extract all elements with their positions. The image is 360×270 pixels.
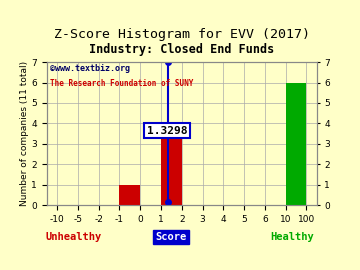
Text: Z-Score Histogram for EVV (2017): Z-Score Histogram for EVV (2017) <box>54 28 310 41</box>
Text: Healthy: Healthy <box>271 232 314 242</box>
Y-axis label: Number of companies (11 total): Number of companies (11 total) <box>19 61 28 206</box>
Text: ©www.textbiz.org: ©www.textbiz.org <box>50 63 130 73</box>
Bar <box>161 123 182 205</box>
Text: The Research Foundation of SUNY: The Research Foundation of SUNY <box>50 79 193 88</box>
Text: Unhealthy: Unhealthy <box>46 232 102 242</box>
Bar <box>120 185 140 205</box>
Bar <box>285 83 306 205</box>
Text: 1.3298: 1.3298 <box>147 126 187 136</box>
Text: Industry: Closed End Funds: Industry: Closed End Funds <box>89 43 274 56</box>
Text: Score: Score <box>156 232 186 242</box>
